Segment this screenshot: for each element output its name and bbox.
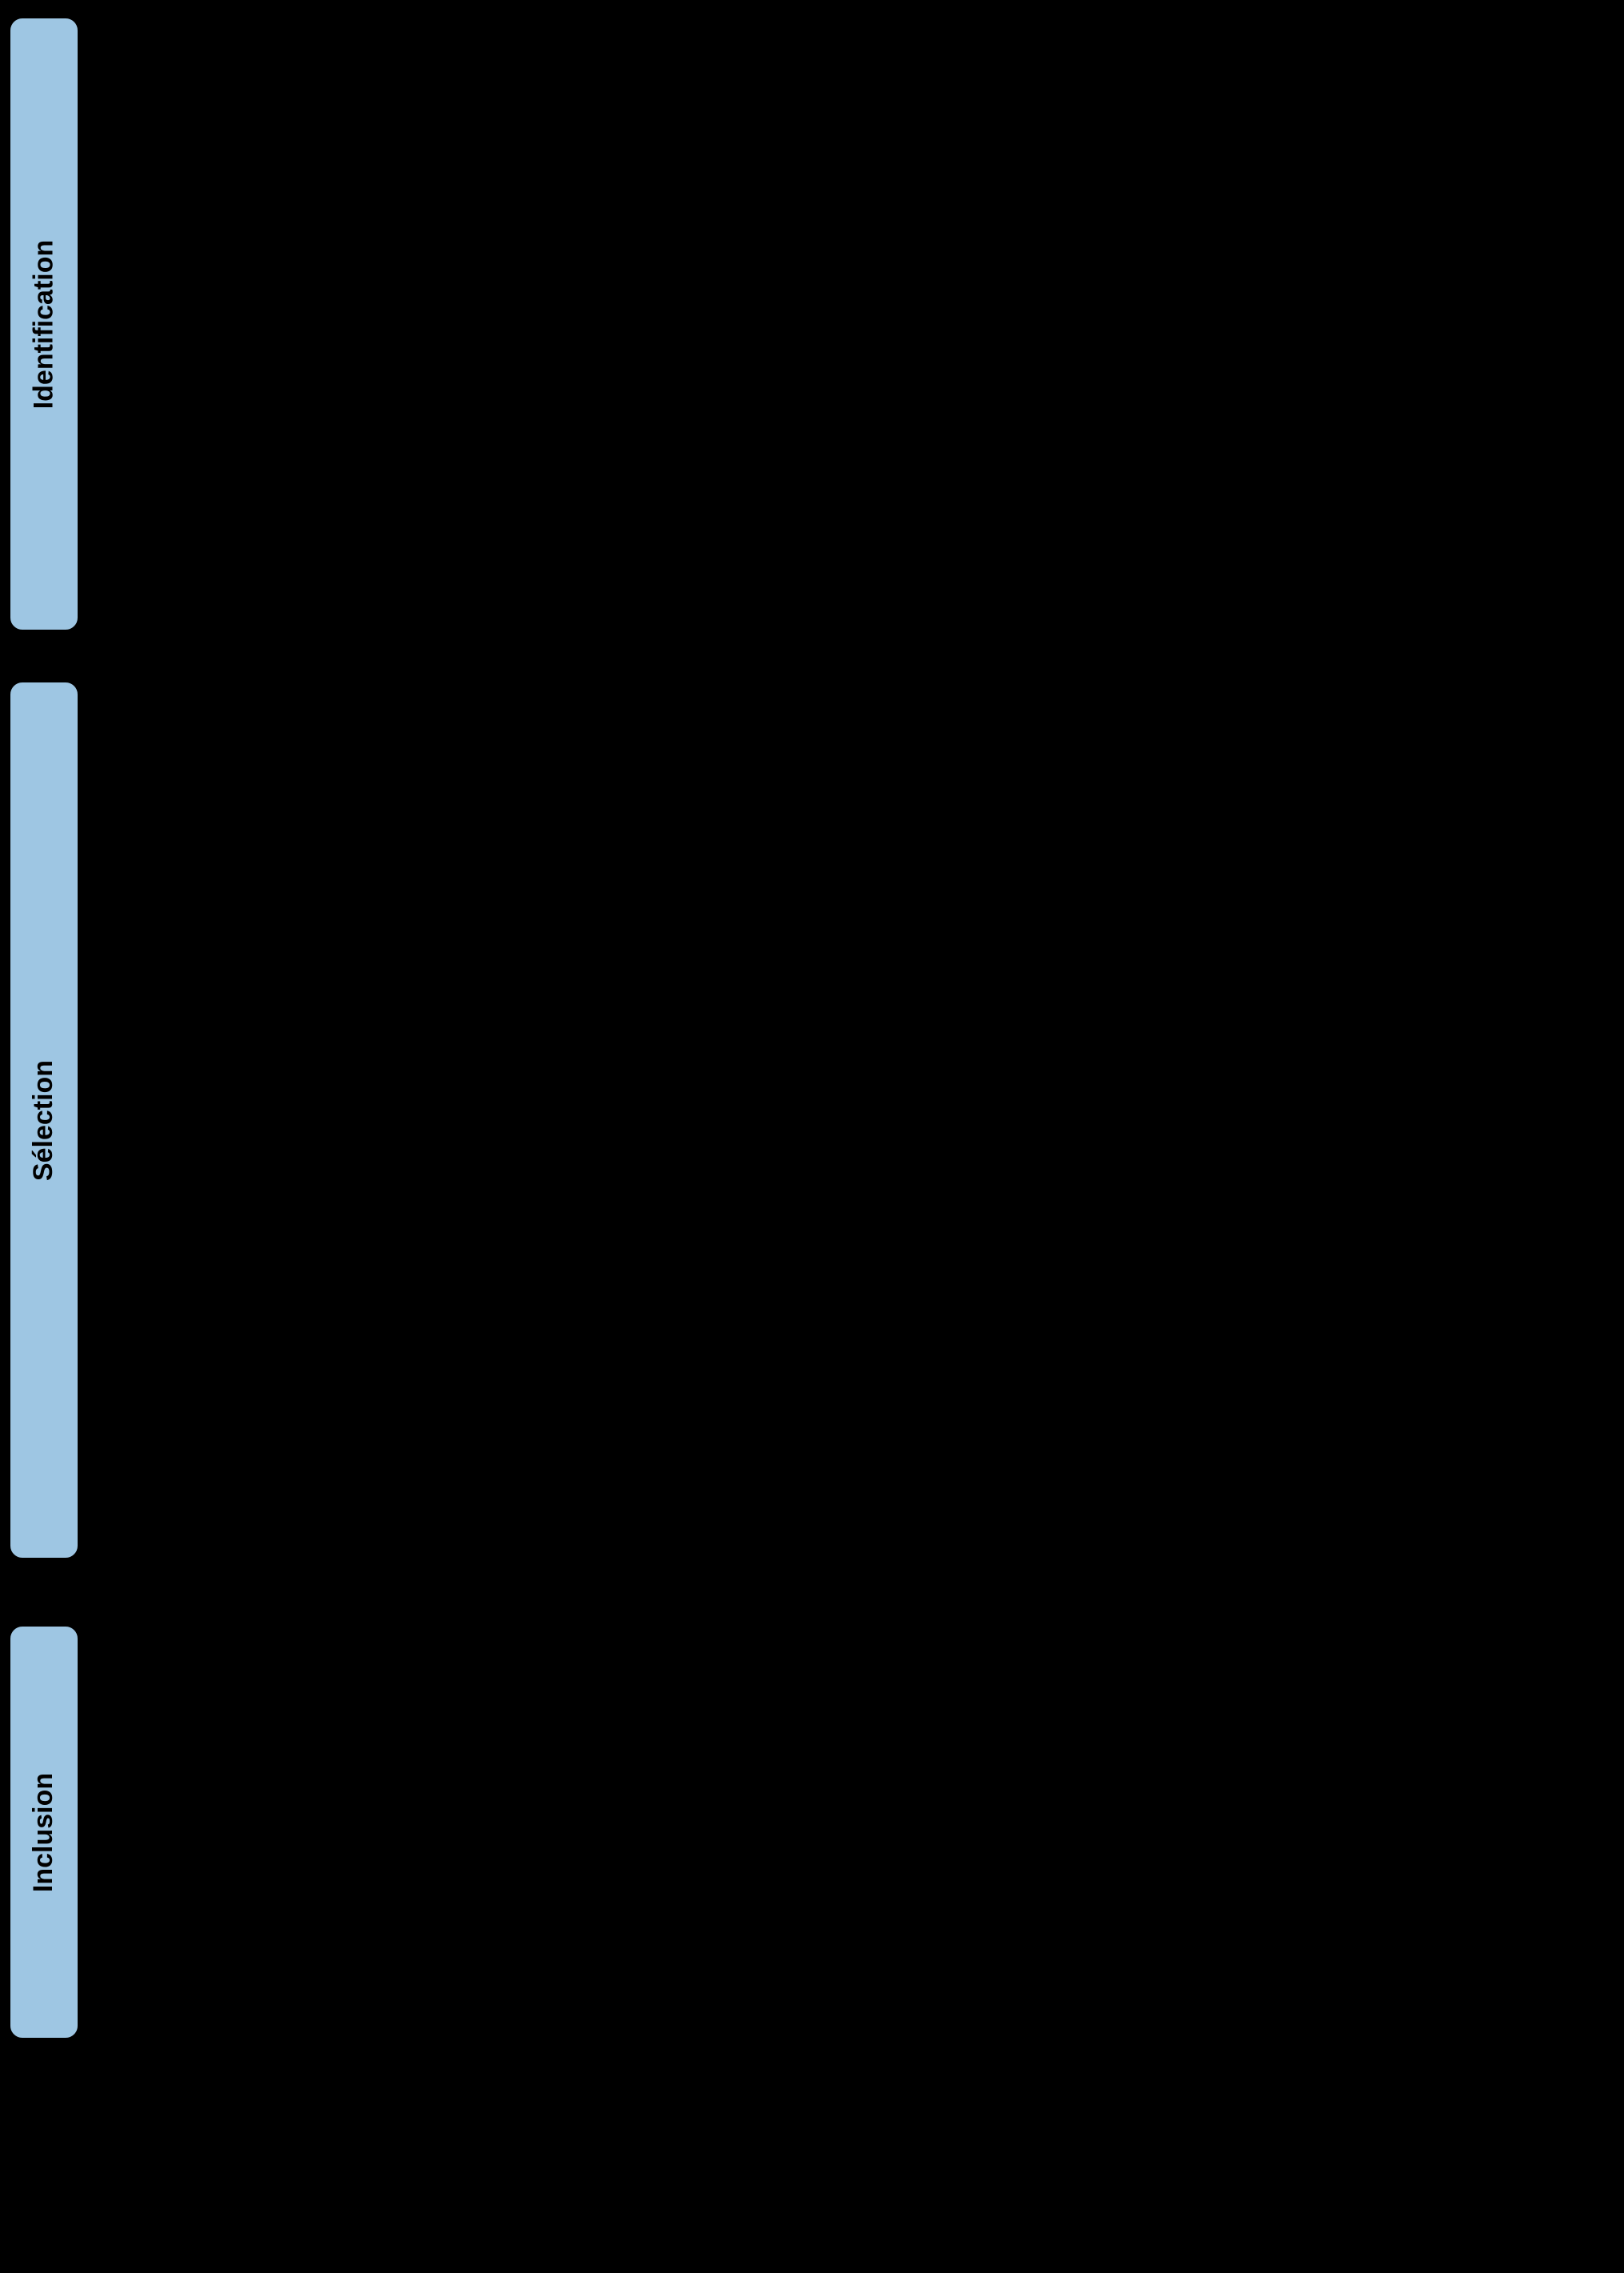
- stage-box-identification: Identification: [8, 16, 80, 632]
- stage-label-selection: Sélection: [29, 1059, 60, 1180]
- stage-box-selection: Sélection: [8, 680, 80, 1560]
- stage-label-identification: Identification: [29, 239, 60, 409]
- stage-label-inclusion: Inclusion: [29, 1772, 60, 1891]
- stage-box-inclusion: Inclusion: [8, 1624, 80, 2040]
